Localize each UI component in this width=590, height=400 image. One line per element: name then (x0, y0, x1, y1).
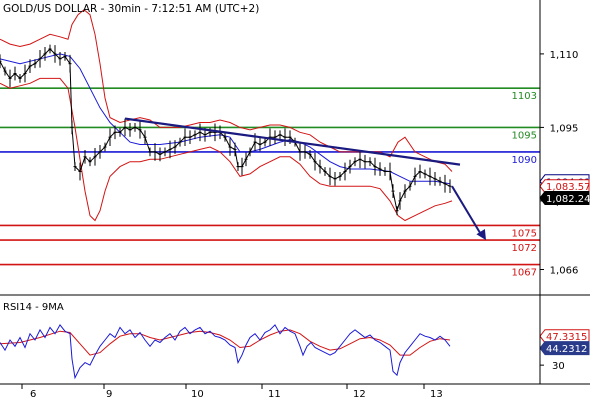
y-tick-label: 1,066 (550, 266, 579, 277)
level-label-1067: 1067 (512, 268, 537, 279)
price-tag-box (539, 179, 590, 194)
price-tag-box (539, 190, 590, 205)
y-tick-label: 1,110 (550, 50, 579, 61)
y-tick-label: 1,095 (550, 123, 579, 134)
rsi-tag-label: 47.3315 (546, 332, 587, 343)
rsi-tag-box (539, 329, 590, 344)
rsi-line (0, 324, 451, 380)
forecast-arrow-head (476, 229, 486, 241)
price-tag: 1,082.24 (539, 190, 590, 205)
rsi-tag: 47.3315 (539, 329, 590, 344)
price-tag-label: 1,082.24 (546, 194, 590, 205)
level-label-1072: 1072 (512, 243, 537, 254)
moving-average-line (0, 53, 451, 185)
price-tag: 1,083.57 (539, 179, 590, 194)
x-tick-label: 13 (430, 389, 443, 400)
rsi-tag-box (539, 341, 590, 356)
x-tick-label: 12 (353, 389, 366, 400)
chart-title: GOLD/US DOLLAR - 30min - 7:12:51 AM (UTC… (3, 3, 259, 15)
chart-frame (0, 0, 590, 385)
rsi-tick-label: 30 (552, 361, 565, 372)
resistance-trendline (124, 117, 461, 166)
rsi-title: RSI14 - 9MA (3, 302, 64, 313)
price-line (0, 48, 451, 211)
x-tick-label: 10 (191, 389, 204, 400)
rsi-tag: 44.2312 (539, 341, 590, 356)
level-label-1090: 1090 (512, 155, 537, 166)
price-tag-label: 1,083.57 (546, 182, 590, 193)
x-axis: 6 9 10 11 12 13 (21, 384, 443, 400)
lower-bollinger-band (0, 77, 453, 222)
upper-bollinger-band (0, 9, 453, 172)
level-label-1103: 1103 (512, 91, 537, 102)
x-tick-label: 9 (106, 389, 112, 400)
x-tick-label: 6 (30, 389, 36, 400)
level-label-1095: 1095 (512, 130, 537, 141)
level-label-1075: 1075 (512, 228, 537, 239)
rsi-tag-label: 44.2312 (546, 344, 587, 355)
rsi-ma-line (0, 329, 451, 356)
x-tick-label: 11 (268, 389, 281, 400)
forecast-arrow-shaft (451, 185, 483, 237)
